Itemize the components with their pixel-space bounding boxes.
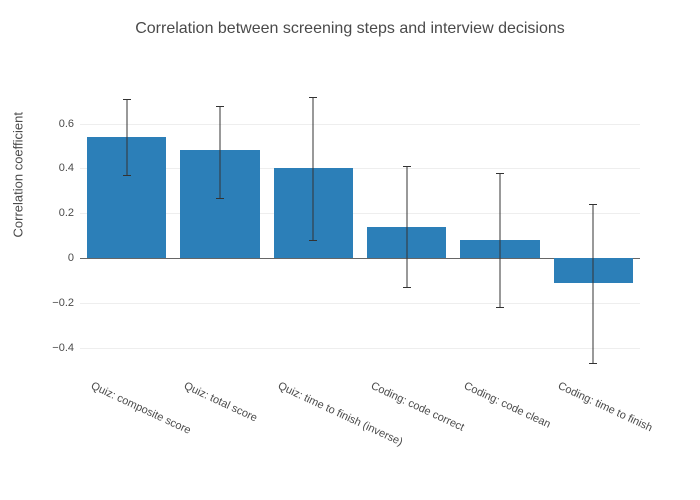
error-bar [313, 97, 314, 240]
y-tick-label: −0.2 [52, 297, 74, 309]
error-cap-top [216, 106, 224, 107]
error-bar [219, 106, 220, 198]
chart-title: Correlation between screening steps and … [0, 20, 700, 38]
bar-group [367, 90, 446, 370]
error-cap-top [403, 166, 411, 167]
x-tick-label: Coding: code correct [369, 380, 466, 434]
error-bar [406, 166, 407, 287]
error-bar [126, 99, 127, 175]
error-cap-bottom [309, 240, 317, 241]
bar-group [460, 90, 539, 370]
error-cap-top [123, 99, 131, 100]
bar-group [274, 90, 353, 370]
bar-group [180, 90, 259, 370]
error-cap-top [589, 204, 597, 205]
y-axis-label: Correlation coefficient [11, 112, 26, 238]
bar-group [87, 90, 166, 370]
x-tick-label: Coding: code clean [462, 380, 552, 431]
plot-area: −0.4−0.200.20.40.6 [80, 90, 640, 370]
bar-group [554, 90, 633, 370]
y-tick-label: 0 [68, 252, 74, 264]
error-cap-bottom [403, 287, 411, 288]
x-tick-label: Coding: time to finish [556, 380, 654, 434]
y-tick-label: 0.2 [59, 207, 74, 219]
y-tick-label: 0.6 [59, 118, 74, 130]
error-bar [593, 204, 594, 363]
y-tick-label: −0.4 [52, 342, 74, 354]
error-cap-top [496, 173, 504, 174]
y-tick-label: 0.4 [59, 162, 74, 174]
error-bar [499, 173, 500, 307]
chart-container: Correlation between screening steps and … [0, 0, 700, 500]
x-tick-label: Quiz: total score [182, 380, 259, 424]
error-cap-bottom [496, 307, 504, 308]
error-cap-bottom [216, 198, 224, 199]
error-cap-top [309, 97, 317, 98]
x-tick-label: Quiz: composite score [89, 380, 193, 437]
error-cap-bottom [589, 363, 597, 364]
error-cap-bottom [123, 175, 131, 176]
